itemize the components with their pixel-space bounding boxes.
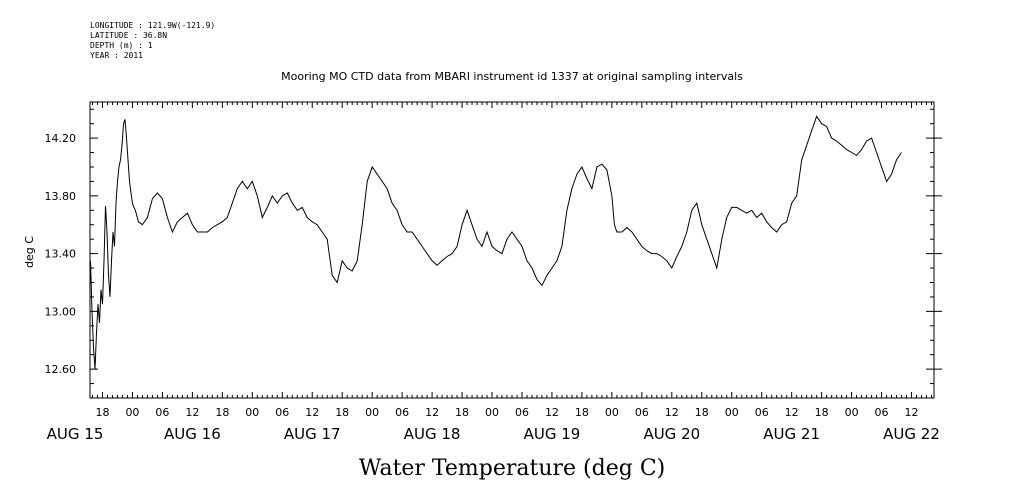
x-tick-label: 18 xyxy=(815,406,829,419)
x-date-label: AUG 16 xyxy=(164,425,221,443)
latitude-text: LATITUDE : 36.8N xyxy=(90,31,168,40)
x-tick-label: 00 xyxy=(485,406,499,419)
x-date-label: AUG 18 xyxy=(404,425,461,443)
plot-frame xyxy=(89,101,935,399)
y-tick-label: 13.80 xyxy=(45,190,77,203)
y-axis-label: deg C xyxy=(23,236,36,268)
x-tick-label: 12 xyxy=(665,406,679,419)
x-tick-label: 12 xyxy=(185,406,199,419)
x-tick-label: 00 xyxy=(125,406,139,419)
x-tick-label: 12 xyxy=(425,406,439,419)
x-date-label: AUG 19 xyxy=(524,425,581,443)
x-tick-label: 12 xyxy=(905,406,919,419)
x-axis-label: Water Temperature (deg C) xyxy=(359,456,666,481)
x-tick-label: 00 xyxy=(245,406,259,419)
x-tick-label: 18 xyxy=(95,406,109,419)
water-temperature-line xyxy=(90,115,902,370)
x-date-label: AUG 15 xyxy=(47,425,104,443)
x-tick-label: 18 xyxy=(695,406,709,419)
x-tick-label: 06 xyxy=(395,406,409,419)
y-tick-label: 13.00 xyxy=(45,305,77,318)
x-tick-label: 18 xyxy=(455,406,469,419)
longitude-text: LONGITUDE : 121.9W(-121.9) xyxy=(90,21,216,30)
x-tick-label: 06 xyxy=(875,406,889,419)
x-tick-label: 12 xyxy=(305,406,319,419)
x-tick-label: 06 xyxy=(635,406,649,419)
x-tick-label: 06 xyxy=(755,406,769,419)
metadata-block: LONGITUDE : 121.9W(-121.9) LATITUDE : 36… xyxy=(90,21,215,61)
y-tick-label: 13.40 xyxy=(45,248,77,261)
x-tick-label: 00 xyxy=(365,406,379,419)
depth-text: DEPTH (m) : 1 xyxy=(90,41,153,50)
x-tick-label: 18 xyxy=(215,406,229,419)
x-date-label: AUG 20 xyxy=(643,425,700,443)
x-tick-label: 00 xyxy=(725,406,739,419)
x-tick-label: 06 xyxy=(515,406,529,419)
x-date-label: AUG 17 xyxy=(284,425,341,443)
y-tick-label: 14.20 xyxy=(45,132,77,145)
chart-title: Mooring MO CTD data from MBARI instrumen… xyxy=(281,70,743,83)
axes-layer: 18 00 06 12 18 00 06 12 18 00 06 12 18 00 06 12 18 00 06 12… xyxy=(45,102,942,443)
x-tick-label: 18 xyxy=(575,406,589,419)
year-text: YEAR : 2011 xyxy=(90,51,143,60)
x-tick-label: 06 xyxy=(155,406,169,419)
x-date-label: AUG 21 xyxy=(763,425,820,443)
x-tick-label: 18 xyxy=(335,406,349,419)
y-tick-label: 12.60 xyxy=(45,363,77,376)
x-tick-label: 00 xyxy=(605,406,619,419)
x-tick-label: 06 xyxy=(275,406,289,419)
x-tick-label: 00 xyxy=(845,406,859,419)
x-tick-label: 12 xyxy=(545,406,559,419)
x-tick-label: 12 xyxy=(785,406,799,419)
x-date-label: AUG 22 xyxy=(883,425,940,443)
